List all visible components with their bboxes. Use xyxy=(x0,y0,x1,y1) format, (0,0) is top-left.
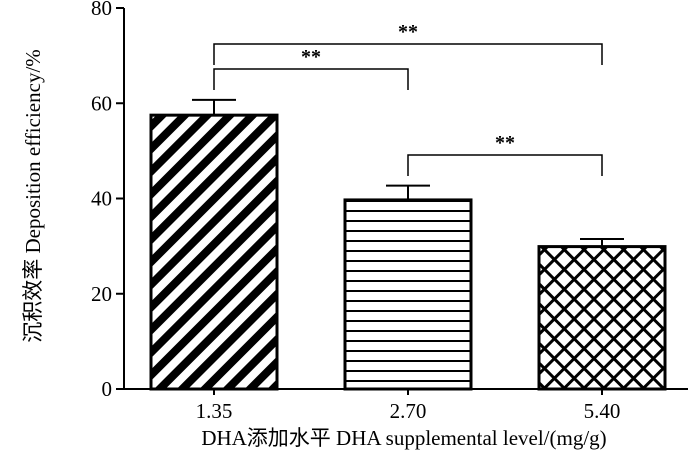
plot-area: 0 20 40 60 80 1.35 2.70 5.40 ** ** ** xyxy=(91,0,688,423)
bar xyxy=(343,198,473,391)
x-tick-label: 1.35 xyxy=(196,399,233,423)
y-tick-label: 20 xyxy=(91,282,112,306)
y-tick-label: 80 xyxy=(91,0,112,20)
significance-label: ** xyxy=(301,46,321,68)
x-tick-label: 5.40 xyxy=(584,399,621,423)
bar xyxy=(537,245,667,391)
significance-label: ** xyxy=(495,132,515,154)
y-tick-label: 0 xyxy=(102,377,113,401)
y-tick-label: 60 xyxy=(91,91,112,115)
y-axis-label: 沉积效率 Deposition efficiency/% xyxy=(21,49,45,343)
significance-label: ** xyxy=(398,21,418,43)
bar xyxy=(149,113,279,391)
y-tick-label: 40 xyxy=(91,187,112,211)
significance-bracket xyxy=(407,154,603,176)
significance-bracket xyxy=(213,68,409,90)
x-tick-label: 2.70 xyxy=(390,399,427,423)
x-axis-label: DHA添加水平 DHA supplemental level/(mg/g) xyxy=(201,426,606,450)
significance-bracket xyxy=(213,43,603,65)
